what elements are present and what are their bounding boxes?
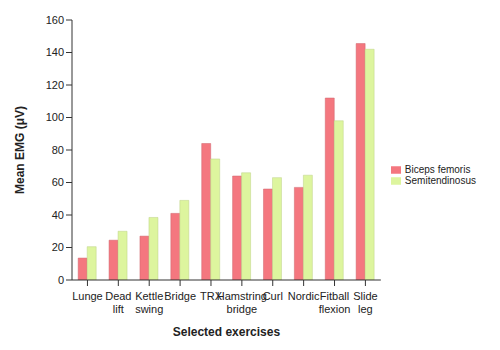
svg-text:Kettleswing: Kettleswing xyxy=(135,290,163,315)
html-text:Biceps femoris: Biceps femoris xyxy=(404,163,471,175)
svg-text:Hamstringbridge: Hamstringbridge xyxy=(217,290,267,315)
svg-text:Nordic: Nordic xyxy=(288,290,320,302)
svg-text:160: 160 xyxy=(46,14,64,26)
svg-text:60: 60 xyxy=(52,176,64,188)
svg-text:Curl: Curl xyxy=(263,290,283,302)
svg-text:80: 80 xyxy=(52,144,64,156)
svg-text:120: 120 xyxy=(46,79,64,91)
svg-text:20: 20 xyxy=(52,241,64,253)
svg-text:Selected exercises: Selected exercises xyxy=(173,325,281,339)
svg-text:140: 140 xyxy=(46,46,64,58)
svg-text:Slideleg: Slideleg xyxy=(353,290,377,315)
svg-text:Bridge: Bridge xyxy=(164,290,196,302)
svg-text:Deadlift: Deadlift xyxy=(105,290,131,315)
html-text:Semitendinosus: Semitendinosus xyxy=(404,175,476,186)
svg-text:TRX: TRX xyxy=(200,290,222,302)
svg-text:Lunge: Lunge xyxy=(72,290,103,302)
svg-text:Mean EMG (μV): Mean EMG (μV) xyxy=(13,106,27,194)
svg-text:40: 40 xyxy=(52,209,64,221)
svg-text:100: 100 xyxy=(46,111,64,123)
svg-text:0: 0 xyxy=(58,274,64,286)
svg-text:Fitballflexion: Fitballflexion xyxy=(319,290,351,315)
